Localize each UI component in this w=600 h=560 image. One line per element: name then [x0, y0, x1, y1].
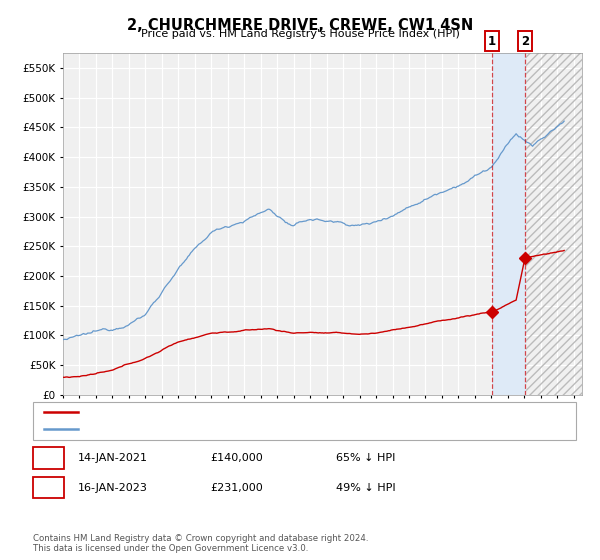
- Text: 14-JAN-2021: 14-JAN-2021: [78, 453, 148, 463]
- Text: 65% ↓ HPI: 65% ↓ HPI: [336, 453, 395, 463]
- Text: £231,000: £231,000: [210, 483, 263, 493]
- Text: 2: 2: [521, 35, 529, 48]
- Bar: [492, 53, 525, 395]
- Text: £140,000: £140,000: [210, 453, 263, 463]
- Text: 1: 1: [488, 35, 496, 48]
- Text: 1: 1: [44, 451, 53, 465]
- Text: Contains HM Land Registry data © Crown copyright and database right 2024.
This d: Contains HM Land Registry data © Crown c…: [33, 534, 368, 553]
- Text: 16-JAN-2023: 16-JAN-2023: [78, 483, 148, 493]
- Text: Price paid vs. HM Land Registry's House Price Index (HPI): Price paid vs. HM Land Registry's House …: [140, 29, 460, 39]
- Text: 49% ↓ HPI: 49% ↓ HPI: [336, 483, 395, 493]
- Bar: [525, 53, 582, 395]
- Text: 2: 2: [44, 481, 53, 494]
- Text: HPI: Average price, detached house, Cheshire East: HPI: Average price, detached house, Ches…: [84, 424, 337, 435]
- Text: 2, CHURCHMERE DRIVE, CREWE, CW1 4SN (detached house): 2, CHURCHMERE DRIVE, CREWE, CW1 4SN (det…: [84, 407, 387, 417]
- Text: 2, CHURCHMERE DRIVE, CREWE, CW1 4SN: 2, CHURCHMERE DRIVE, CREWE, CW1 4SN: [127, 18, 473, 33]
